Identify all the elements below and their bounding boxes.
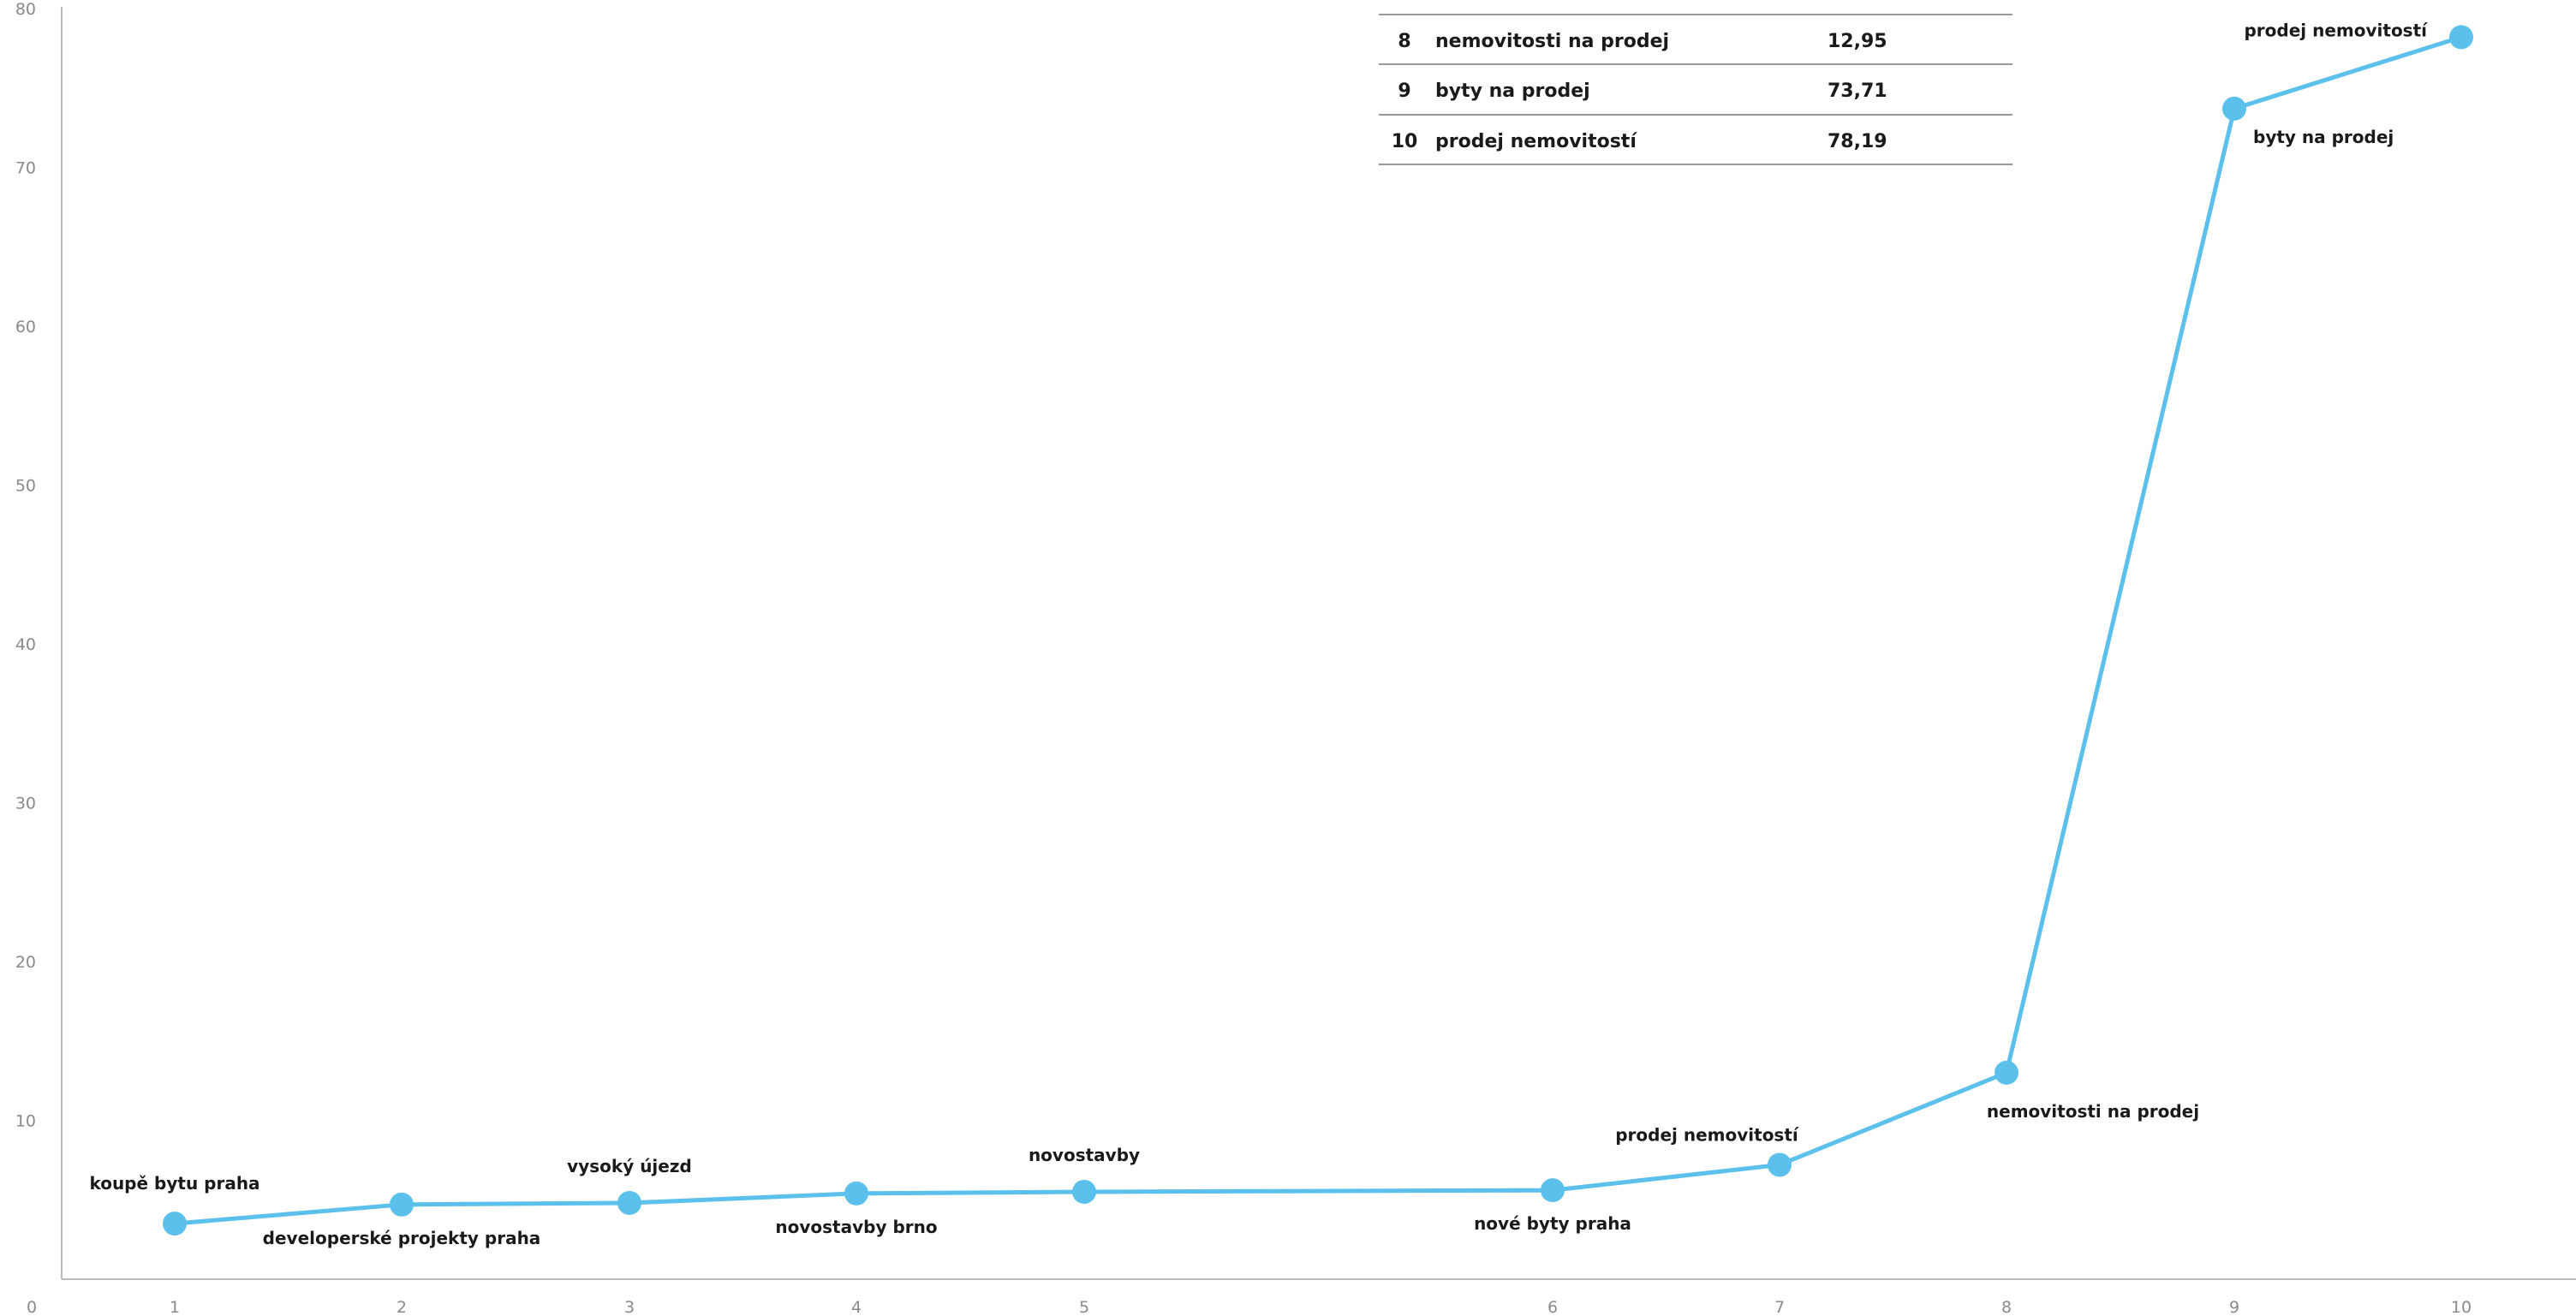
data-label: nemovitosti na prodej <box>1987 1101 2199 1122</box>
data-label: developerské projekty praha <box>263 1228 541 1248</box>
y-tick-label: 50 <box>15 477 36 496</box>
x-tick-label: 3 <box>624 1298 635 1316</box>
x-tick-label: 9 <box>2229 1298 2239 1316</box>
x-tick-label: 6 <box>1547 1298 1558 1316</box>
data-label: koupě bytu praha <box>89 1173 259 1194</box>
table-keyword: nemovitosti na prodej <box>1435 31 1669 52</box>
table-rank: 10 <box>1392 131 1418 152</box>
table-value: 78,19 <box>1828 131 1887 152</box>
series-line <box>174 35 2462 1226</box>
data-label: prodej nemovitostí <box>1615 1124 1799 1145</box>
data-point <box>163 1212 187 1236</box>
data-point <box>1768 1152 1792 1177</box>
table-keyword: byty na prodej <box>1435 80 1590 102</box>
data-point <box>2222 96 2246 121</box>
table-rank: 8 <box>1398 31 1410 52</box>
data-point <box>617 1190 641 1215</box>
x-tick-label: 2 <box>397 1298 407 1316</box>
y-tick-label: 30 <box>15 795 36 813</box>
data-label: novostavby <box>1029 1145 1140 1165</box>
x-tick-label: 5 <box>1079 1298 1089 1316</box>
data-point <box>1995 1060 2018 1085</box>
data-point <box>390 1192 414 1217</box>
table-value: 12,95 <box>1828 31 1887 52</box>
keyword-table: 8 nemovitosti na prodej 12,95 9 byty na prod… <box>1379 14 2012 165</box>
y-tick-label: 10 <box>15 1112 36 1131</box>
y-axis-ticks: 10 20 30 40 50 60 70 80 <box>15 0 36 1131</box>
x-axis-ticks: 0 1 2 3 4 5 6 7 8 9 10 <box>27 1298 2472 1316</box>
x-tick-label: 0 <box>27 1298 37 1316</box>
x-tick-label: 4 <box>851 1298 862 1316</box>
x-tick-label: 7 <box>1774 1298 1785 1316</box>
y-tick-label: 60 <box>15 318 36 336</box>
x-tick-label: 8 <box>2001 1298 2012 1316</box>
series-polyline <box>174 35 2462 1226</box>
y-tick-label: 20 <box>15 953 36 972</box>
data-label: byty na prodej <box>2253 127 2394 147</box>
y-tick-label: 70 <box>15 159 36 178</box>
y-tick-label: 80 <box>15 0 36 19</box>
data-point <box>844 1181 868 1206</box>
data-label: vysoký újezd <box>567 1156 692 1176</box>
x-tick-label: 1 <box>170 1298 180 1316</box>
data-label: prodej nemovitostí <box>2244 20 2428 40</box>
data-point <box>1541 1178 1565 1203</box>
data-label: novostavby brno <box>775 1217 937 1237</box>
data-points <box>163 25 2473 1236</box>
table-rank: 9 <box>1398 80 1410 102</box>
data-point <box>1072 1179 1096 1204</box>
y-tick-label: 40 <box>15 635 36 654</box>
data-labels: koupě bytu praha developerské projekty pr… <box>89 20 2428 1248</box>
data-point <box>2449 25 2473 50</box>
x-tick-label: 10 <box>2451 1298 2472 1316</box>
data-label: nové byty praha <box>1474 1213 1631 1234</box>
table-value: 73,71 <box>1828 80 1887 102</box>
table-keyword: prodej nemovitostí <box>1435 131 1637 152</box>
